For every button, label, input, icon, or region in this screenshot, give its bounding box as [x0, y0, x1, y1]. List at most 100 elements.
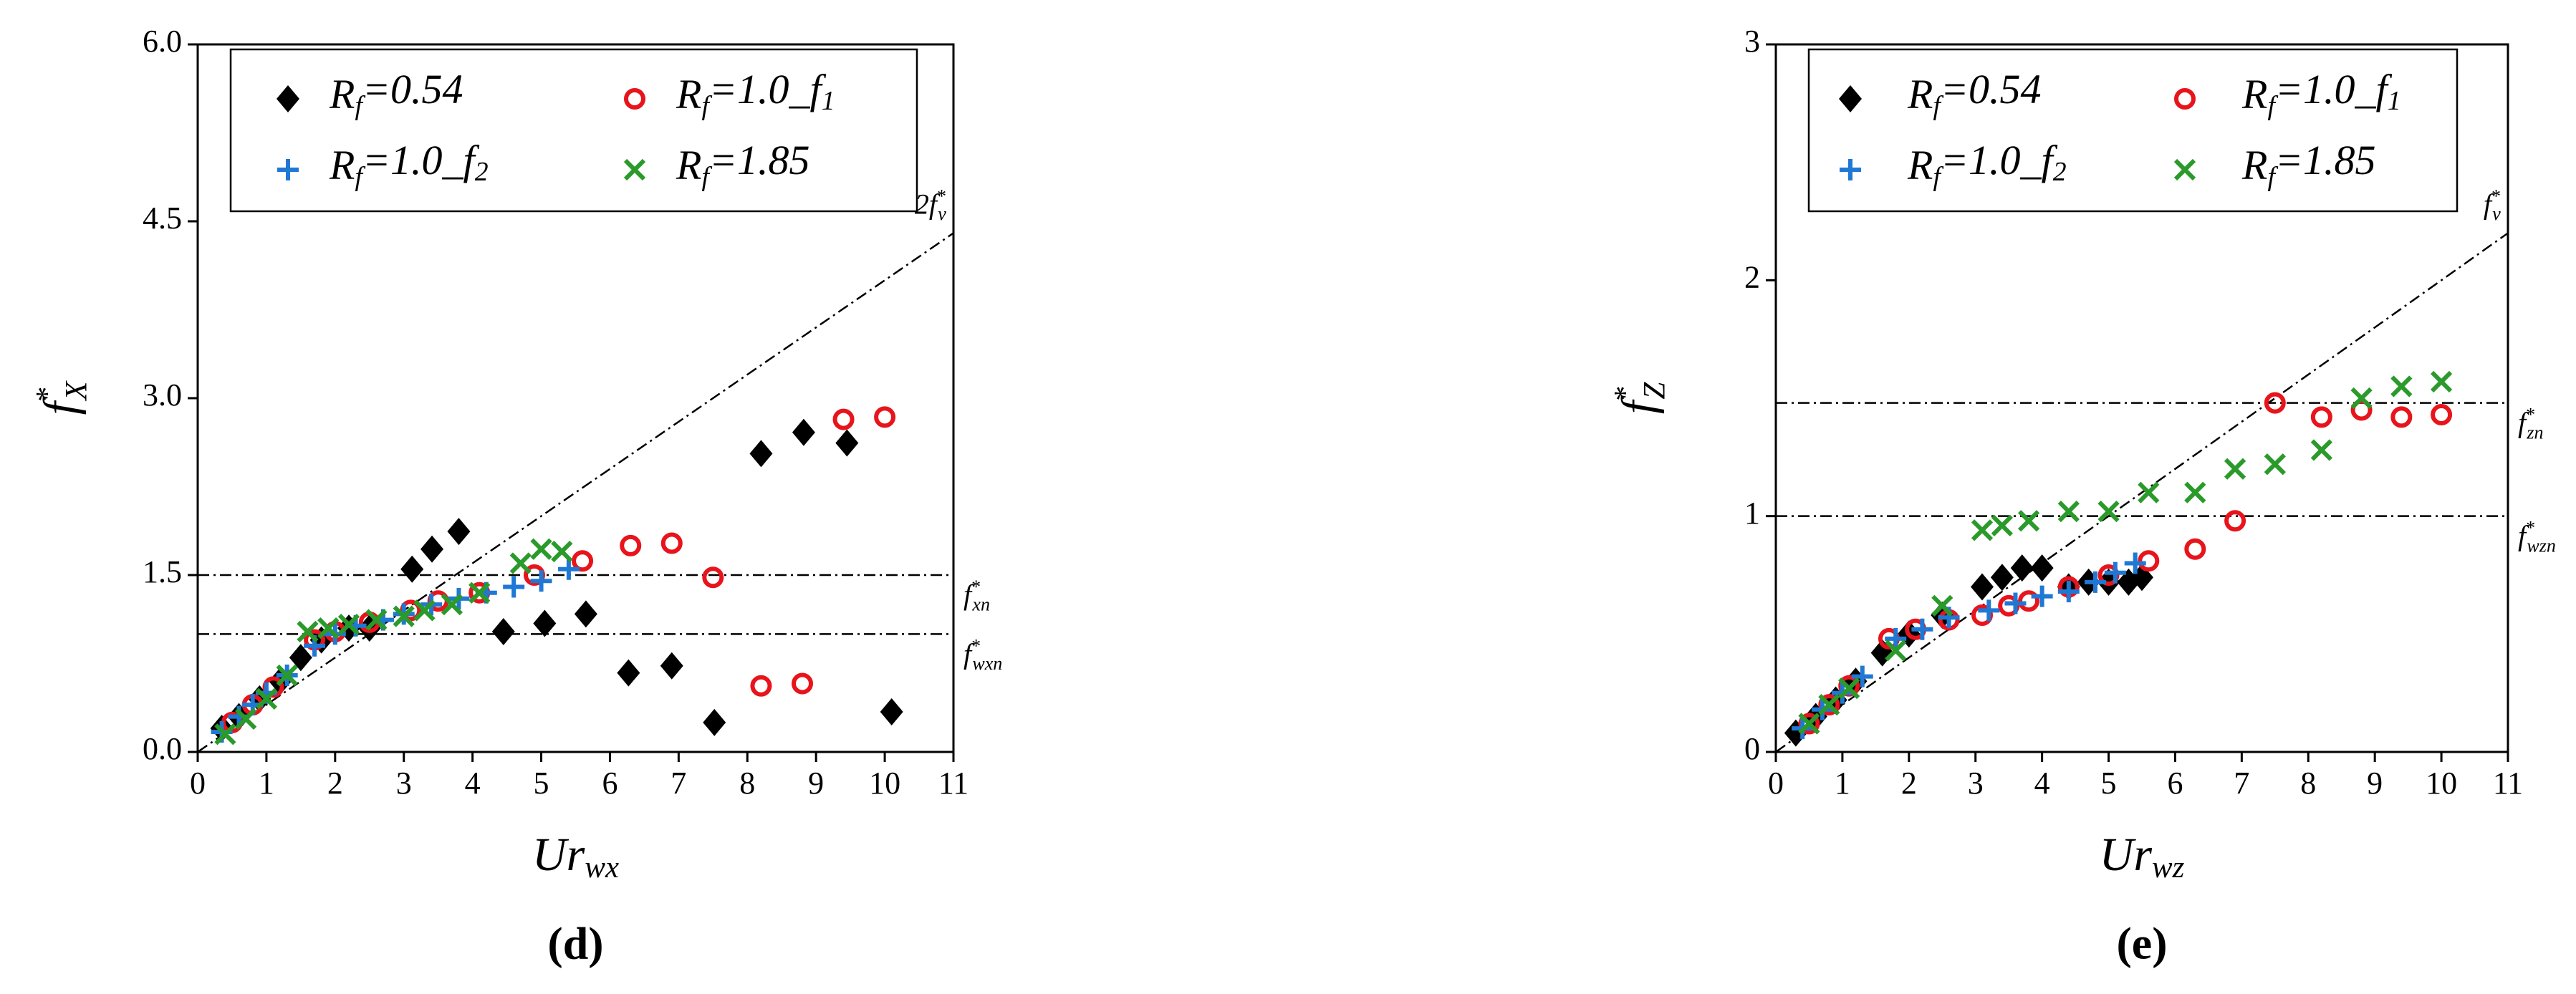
marker-shape	[441, 594, 463, 616]
point	[468, 582, 491, 604]
marker-shape	[2184, 481, 2206, 503]
point	[703, 708, 726, 736]
x-tick-label: 4	[2034, 766, 2050, 801]
point	[792, 672, 813, 695]
point	[1798, 713, 1820, 735]
point	[365, 609, 388, 631]
point	[2018, 590, 2040, 612]
marker-shape	[1885, 640, 1907, 662]
marker-shape	[2010, 554, 2034, 582]
legend-marker	[624, 88, 645, 110]
x-tick-label: 4	[465, 766, 481, 801]
point	[2004, 592, 2027, 614]
marker-shape	[2310, 406, 2332, 428]
marker-shape	[1971, 519, 1994, 541]
text-part: *	[1608, 385, 1642, 400]
y-tick-label: 1	[1744, 496, 1760, 531]
x-tick-label: 5	[534, 766, 549, 801]
text-part: =1.0_f	[709, 66, 827, 112]
point	[337, 614, 360, 636]
marker-shape	[2184, 538, 2206, 560]
point	[503, 576, 525, 598]
x-tick-label: 6	[602, 766, 617, 801]
marker-shape	[750, 675, 772, 697]
legend-label: Rf=1.85	[676, 137, 810, 192]
point	[2138, 550, 2160, 572]
marker-shape	[297, 620, 319, 643]
text-part: v	[938, 203, 946, 224]
point	[2017, 510, 2040, 532]
text-part: =1.0_f	[362, 137, 480, 183]
point	[413, 599, 436, 622]
marker-shape	[1990, 564, 2014, 592]
point	[1971, 573, 1994, 601]
reference-line	[197, 232, 954, 753]
legend-marker	[2174, 88, 2196, 110]
point	[2264, 392, 2286, 414]
point	[530, 538, 552, 560]
text-part: Ur	[532, 829, 585, 881]
x-tick-label: 11	[938, 766, 969, 801]
legend-label: Rf=1.0_f1	[2241, 66, 2401, 121]
text-part: =1.0_f	[1941, 137, 2058, 183]
point	[2010, 554, 2034, 582]
series	[214, 538, 573, 746]
text-part: R	[676, 71, 701, 117]
point	[317, 617, 340, 640]
marker-shape	[2173, 158, 2196, 181]
y-axis-label: f*X	[30, 380, 93, 415]
text-part: wz	[2152, 851, 2185, 884]
point	[2430, 370, 2453, 393]
marker-shape	[2264, 392, 2286, 414]
marker-shape	[2224, 510, 2246, 532]
x-tick-label: 1	[259, 766, 274, 801]
point	[255, 687, 278, 710]
x-tick-label: 2	[327, 766, 343, 801]
point	[557, 558, 580, 580]
y-tick-label: 1.5	[143, 554, 182, 589]
marker-shape	[413, 599, 436, 622]
point	[276, 664, 298, 687]
legend-marker	[623, 158, 646, 181]
legend-box	[1807, 48, 2459, 213]
marker-shape	[491, 618, 515, 646]
point	[702, 566, 724, 589]
point	[2124, 552, 2146, 574]
y-tick-label: 3.0	[143, 377, 182, 412]
marker-shape	[835, 429, 859, 457]
marker-shape	[2310, 439, 2332, 461]
point	[572, 550, 594, 572]
text-part: R	[2241, 71, 2267, 117]
marker-shape	[2138, 481, 2160, 503]
point	[2310, 439, 2332, 461]
text-part: 1	[2388, 86, 2401, 116]
marker-shape	[2430, 370, 2453, 393]
marker-shape	[792, 672, 813, 695]
x-tick-label: 8	[2300, 766, 2316, 801]
point	[874, 406, 896, 428]
text-part: R	[1907, 142, 1933, 188]
text-part: wzn	[2527, 535, 2555, 556]
marker-shape	[509, 552, 532, 574]
y-tick-label: 6.0	[143, 24, 182, 59]
point	[393, 605, 415, 627]
marker-shape	[235, 708, 257, 730]
text-part: v	[2492, 203, 2501, 224]
point	[1978, 599, 2000, 622]
marker-shape	[1931, 594, 1953, 617]
marker-shape	[289, 644, 312, 672]
point	[750, 675, 772, 697]
text-part: =1.85	[709, 137, 810, 183]
reference-label: f* xn	[963, 576, 990, 615]
marker-shape	[393, 605, 415, 627]
point	[1971, 519, 1994, 541]
text-part: X	[59, 380, 93, 402]
x-tick-label: 7	[671, 766, 686, 801]
legend-marker	[1840, 159, 1861, 180]
marker-shape	[2057, 500, 2080, 523]
reference-line	[1775, 232, 2509, 753]
point	[2431, 404, 2453, 426]
marker-shape	[572, 550, 594, 572]
x-tick-label: 6	[2167, 766, 2183, 801]
point	[1838, 677, 1860, 700]
